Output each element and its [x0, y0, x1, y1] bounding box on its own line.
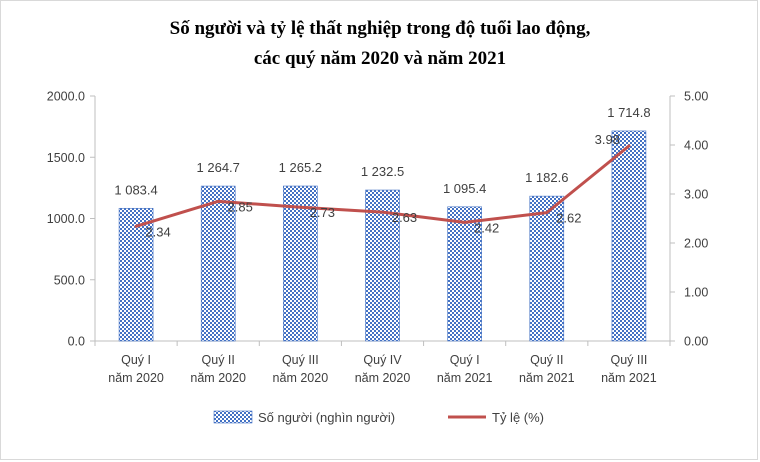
bar-value-label: 1 264.7 — [197, 160, 240, 175]
y-left-tick-label: 1500.0 — [47, 151, 85, 165]
x-tick-label-line: năm 2020 — [108, 371, 164, 385]
legend-bar-swatch — [213, 410, 253, 424]
x-tick-label: Quý III năm 2021 — [601, 353, 657, 385]
x-tick-label-line: năm 2020 — [355, 371, 411, 385]
bar — [365, 189, 400, 342]
x-tick-label: Quý IV năm 2020 — [355, 353, 411, 385]
rate-value-label: 2.62 — [556, 211, 581, 226]
x-tick-label: Quý II năm 2021 — [519, 353, 575, 385]
chart-title-line2: các quý năm 2020 và năm 2021 — [253, 48, 507, 69]
rate-value-label: 2.63 — [392, 210, 417, 225]
x-tick-label-line: năm 2021 — [437, 371, 493, 385]
x-tick-label-line: năm 2020 — [190, 371, 246, 385]
x-tick-label: Quý I năm 2020 — [108, 353, 164, 385]
y-left-tick-label: 500.0 — [54, 273, 85, 287]
bar — [200, 185, 236, 342]
y-left-tick-label: 0.0 — [68, 335, 85, 349]
y-left-tick-label: 1000.0 — [47, 212, 85, 226]
rate-value-label: 2.85 — [228, 199, 253, 214]
x-tick-label: Quý III năm 2020 — [273, 353, 329, 385]
x-tick-label-line: Quý I — [450, 353, 480, 367]
chart-title: Số người và tỷ lệ thất nghiệp trong độ t… — [0, 14, 760, 74]
bar — [611, 130, 647, 342]
bar-value-label: 1 232.5 — [361, 164, 404, 179]
chart-title-line1: Số người và tỷ lệ thất nghiệp trong độ t… — [169, 18, 591, 39]
x-tick-label-line: năm 2021 — [601, 371, 657, 385]
x-tick-label-line: Quý I — [121, 353, 151, 367]
x-tick-label-line: năm 2020 — [273, 371, 329, 385]
y-right-tick-label: 2.00 — [684, 237, 708, 251]
x-tick-label-line: năm 2021 — [519, 371, 575, 385]
rate-value-label: 2.34 — [145, 224, 170, 239]
bar — [447, 206, 482, 342]
bar — [283, 185, 318, 342]
y-right-tick-label: 1.00 — [684, 286, 708, 300]
rate-value-label: 2.73 — [310, 205, 335, 220]
bar — [118, 207, 154, 342]
rate-value-label: 2.42 — [474, 220, 499, 235]
y-left-tick-label: 2000.0 — [47, 90, 85, 104]
x-tick-label-line: Quý IV — [363, 353, 402, 367]
x-tick-label: Quý II năm 2020 — [190, 353, 246, 385]
bar-value-label: 1 714.8 — [607, 105, 650, 120]
y-right-tick-label: 5.00 — [684, 90, 708, 104]
y-right-tick-label: 0.00 — [684, 335, 708, 349]
legend-bar-label: Số người (nghìn người) — [258, 410, 395, 425]
legend-line-label: Tỷ lệ (%) — [492, 410, 544, 425]
x-tick-label-line: Quý III — [282, 353, 319, 367]
x-tick-label-line: Quý II — [202, 353, 235, 367]
x-tick-label: Quý I năm 2021 — [437, 353, 493, 385]
bar-value-label: 1 265.2 — [279, 160, 322, 175]
y-right-tick-label: 4.00 — [684, 139, 708, 153]
bar-value-label: 1 095.4 — [443, 181, 486, 196]
rate-value-label: 3.98 — [595, 132, 620, 147]
bar — [529, 195, 565, 342]
x-tick-label-line: Quý II — [530, 353, 563, 367]
bar-value-label: 1 083.4 — [114, 182, 157, 197]
y-right-tick-label: 3.00 — [684, 188, 708, 202]
x-tick-label-line: Quý III — [611, 353, 648, 367]
bar-value-label: 1 182.6 — [525, 170, 568, 185]
